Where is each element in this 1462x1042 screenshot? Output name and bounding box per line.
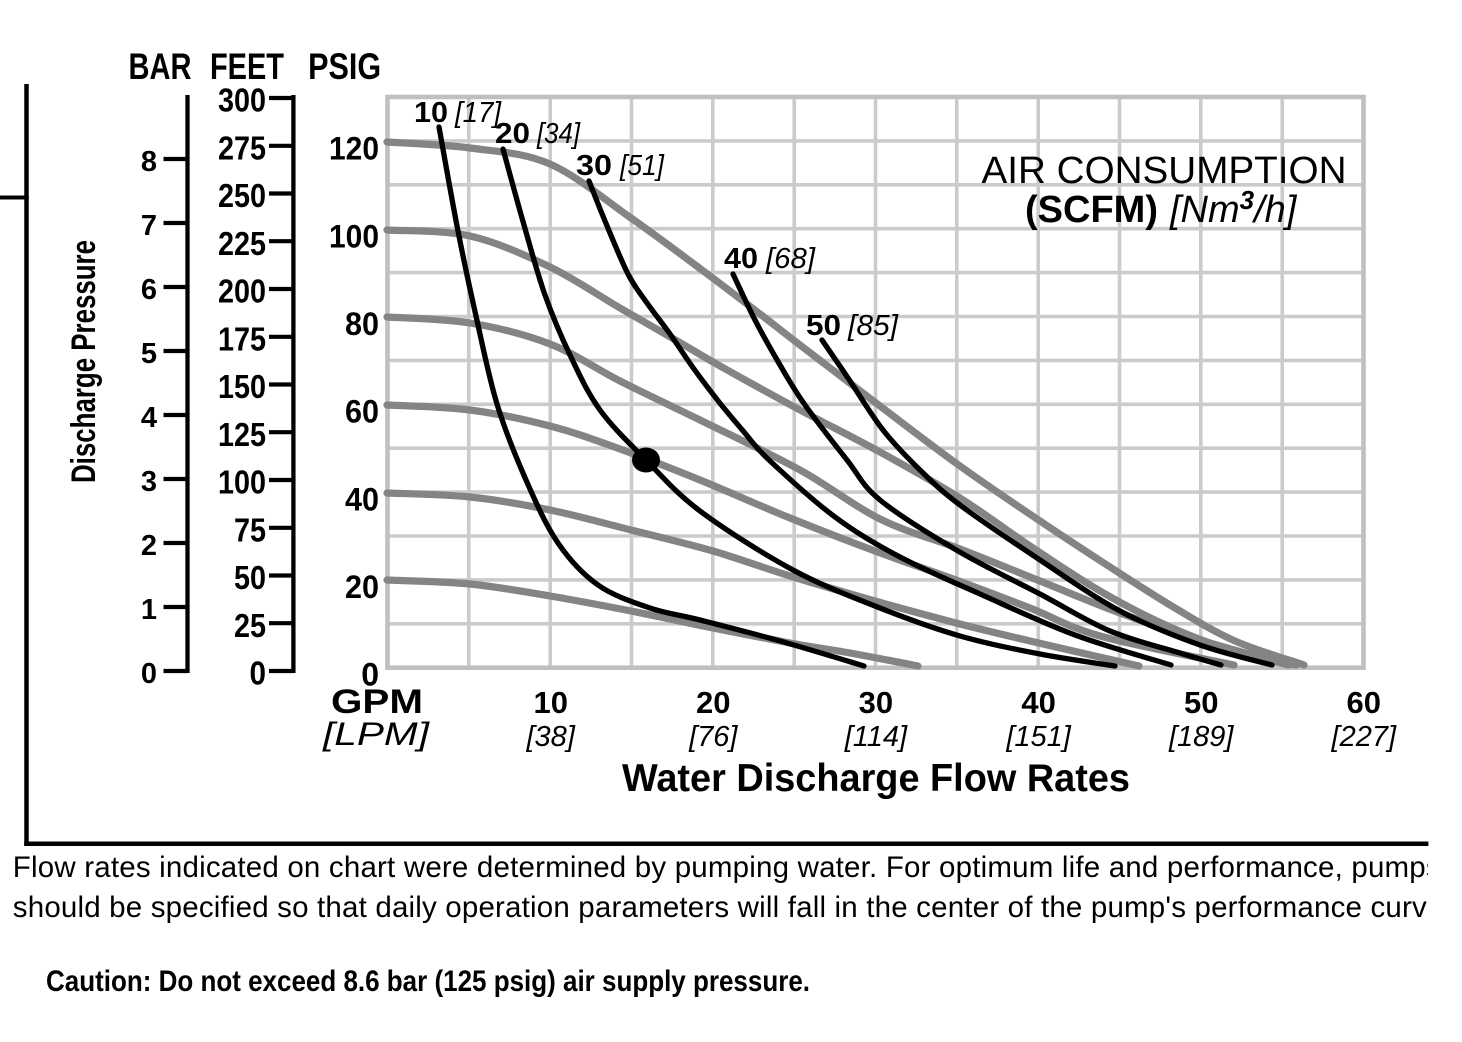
svg-text:50: 50 xyxy=(234,559,266,596)
svg-text:BAR: BAR xyxy=(129,45,192,87)
svg-text:25: 25 xyxy=(234,607,266,644)
svg-text:100: 100 xyxy=(218,464,266,501)
svg-text:275: 275 xyxy=(218,129,266,166)
svg-text:(SCFM): (SCFM) xyxy=(1025,189,1158,231)
svg-text:Water Discharge Flow Rates: Water Discharge Flow Rates xyxy=(622,757,1130,800)
svg-text:4: 4 xyxy=(141,402,157,434)
svg-text:[151]: [151] xyxy=(1005,721,1071,753)
svg-text:[17]: [17] xyxy=(454,97,502,129)
svg-text:PSIG: PSIG xyxy=(308,45,381,87)
svg-text:[85]: [85] xyxy=(847,310,899,342)
svg-text:[Nm3/h]: [Nm3/h] xyxy=(1169,185,1298,231)
svg-text:Discharge Pressure: Discharge Pressure xyxy=(65,240,103,483)
svg-text:6: 6 xyxy=(141,274,157,306)
svg-text:10: 10 xyxy=(533,685,567,720)
svg-text:5: 5 xyxy=(141,338,157,370)
svg-text:125: 125 xyxy=(218,416,266,453)
svg-text:[51]: [51] xyxy=(619,150,665,182)
svg-text:20: 20 xyxy=(345,569,379,605)
svg-text:GPM: GPM xyxy=(331,683,423,721)
svg-text:[38]: [38] xyxy=(526,721,576,753)
svg-text:0: 0 xyxy=(361,657,379,693)
svg-text:60: 60 xyxy=(1347,685,1381,720)
svg-text:FEET: FEET xyxy=(210,45,284,87)
svg-text:3: 3 xyxy=(141,466,157,498)
svg-text:Caution: Do not exceed 8.6 bar: Caution: Do not exceed 8.6 bar (125 psig… xyxy=(46,965,810,998)
svg-text:75: 75 xyxy=(234,511,266,548)
svg-text:200: 200 xyxy=(218,273,266,310)
svg-text:[76]: [76] xyxy=(688,721,738,753)
svg-text:120: 120 xyxy=(329,131,379,167)
svg-text:40: 40 xyxy=(724,243,758,275)
svg-text:50: 50 xyxy=(806,310,841,342)
svg-text:7: 7 xyxy=(141,210,157,242)
svg-text:1: 1 xyxy=(141,594,157,626)
svg-text:20: 20 xyxy=(495,118,530,150)
svg-text:[114]: [114] xyxy=(844,721,908,753)
svg-text:30: 30 xyxy=(859,685,893,720)
svg-text:80: 80 xyxy=(345,306,379,342)
svg-text:175: 175 xyxy=(218,320,266,357)
svg-text:0: 0 xyxy=(141,658,157,690)
svg-text:60: 60 xyxy=(345,394,379,430)
svg-text:30: 30 xyxy=(576,150,612,182)
svg-text:300: 300 xyxy=(218,82,266,119)
svg-text:40: 40 xyxy=(345,481,379,517)
svg-text:[LPM]: [LPM] xyxy=(322,716,431,752)
svg-text:20: 20 xyxy=(696,685,730,720)
svg-text:0: 0 xyxy=(250,655,267,692)
svg-text:Flow rates indicated on chart: Flow rates indicated on chart were deter… xyxy=(13,851,1441,884)
svg-text:AIR CONSUMPTION: AIR CONSUMPTION xyxy=(982,150,1347,192)
svg-text:2: 2 xyxy=(141,530,157,562)
svg-text:[68]: [68] xyxy=(765,243,816,275)
svg-text:should be specified so that da: should be specified so that daily operat… xyxy=(13,891,1452,924)
svg-text:150: 150 xyxy=(218,368,266,405)
svg-text:10: 10 xyxy=(414,97,448,129)
svg-text:100: 100 xyxy=(329,218,379,254)
svg-text:50: 50 xyxy=(1184,685,1218,720)
svg-text:40: 40 xyxy=(1021,685,1055,720)
svg-text:[34]: [34] xyxy=(536,118,581,150)
svg-text:250: 250 xyxy=(218,177,266,214)
svg-text:[227]: [227] xyxy=(1331,721,1397,753)
svg-text:225: 225 xyxy=(218,225,266,262)
svg-text:8: 8 xyxy=(141,146,157,178)
svg-text:[189]: [189] xyxy=(1168,721,1234,753)
